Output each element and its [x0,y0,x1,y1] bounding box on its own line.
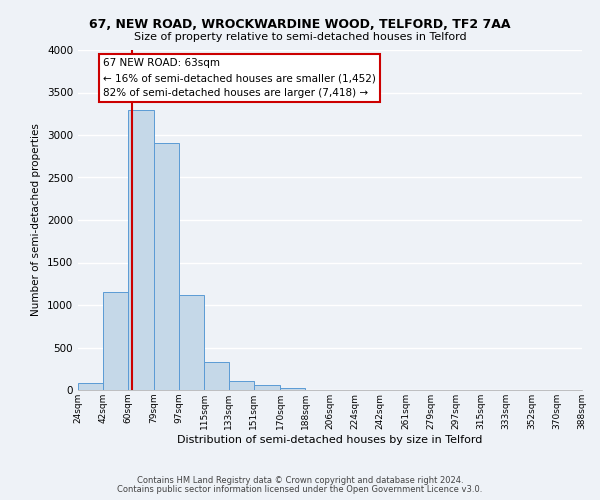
Y-axis label: Number of semi-detached properties: Number of semi-detached properties [31,124,41,316]
Bar [280,388,305,390]
Text: 67, NEW ROAD, WROCKWARDINE WOOD, TELFORD, TF2 7AA: 67, NEW ROAD, WROCKWARDINE WOOD, TELFORD… [89,18,511,30]
Bar [154,144,179,390]
Bar [128,110,154,390]
Text: Contains public sector information licensed under the Open Government Licence v3: Contains public sector information licen… [118,485,482,494]
Bar [103,292,128,390]
Text: Size of property relative to semi-detached houses in Telford: Size of property relative to semi-detach… [134,32,466,42]
Bar [78,383,103,390]
Bar [254,385,280,390]
X-axis label: Distribution of semi-detached houses by size in Telford: Distribution of semi-detached houses by … [178,434,482,444]
Bar [179,295,204,390]
Text: 67 NEW ROAD: 63sqm
← 16% of semi-detached houses are smaller (1,452)
82% of semi: 67 NEW ROAD: 63sqm ← 16% of semi-detache… [103,58,376,98]
Bar [204,362,229,390]
Text: Contains HM Land Registry data © Crown copyright and database right 2024.: Contains HM Land Registry data © Crown c… [137,476,463,485]
Bar [229,380,254,390]
